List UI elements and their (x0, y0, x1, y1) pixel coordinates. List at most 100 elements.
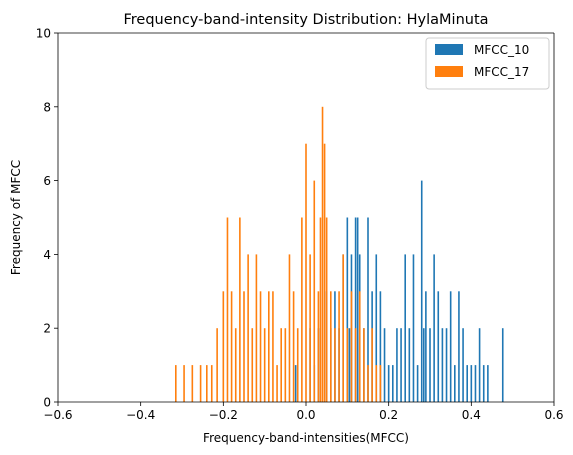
bar-mfcc-10 (387, 365, 390, 402)
bar-mfcc-17 (263, 328, 266, 402)
bar-mfcc-10 (404, 254, 406, 402)
bar-mfcc-10 (348, 328, 351, 402)
bar-mfcc-10 (400, 328, 402, 402)
bar-mfcc-17 (354, 328, 357, 402)
x-tick-label: 0.4 (462, 408, 481, 422)
bar-mfcc-17 (175, 365, 177, 402)
bars-group (175, 106, 504, 403)
x-tick-label: −0.2 (209, 408, 238, 422)
bar-mfcc-17 (346, 328, 349, 402)
bar-mfcc-10 (412, 254, 415, 402)
bar-mfcc-10 (454, 365, 456, 402)
bar-mfcc-10 (482, 365, 485, 402)
bar-mfcc-10 (470, 365, 473, 402)
bar-mfcc-17 (301, 217, 303, 402)
bar-mfcc-17 (367, 365, 369, 402)
bar-mfcc-17 (358, 291, 361, 402)
bar-mfcc-17 (321, 106, 324, 403)
x-tick-label: 0.2 (379, 408, 398, 422)
bar-mfcc-10 (501, 328, 504, 402)
bar-mfcc-17 (284, 328, 287, 402)
bar-mfcc-17 (191, 365, 194, 402)
bar-mfcc-10 (416, 365, 419, 402)
x-axis-ticks: −0.6 −0.4 −0.2 0.0 0.2 0.4 0.6 (43, 402, 564, 422)
bar-mfcc-17 (342, 254, 344, 402)
bar-mfcc-10 (429, 328, 431, 402)
bar-mfcc-10 (466, 365, 468, 402)
bar-mfcc-17 (226, 217, 229, 402)
bar-mfcc-17 (375, 365, 378, 402)
bar-mfcc-10 (379, 291, 382, 402)
bar-mfcc-10 (423, 328, 425, 402)
y-tick-label: 2 (43, 322, 51, 336)
bar-mfcc-10 (392, 365, 394, 402)
bar-mfcc-17 (309, 254, 311, 402)
bar-mfcc-17 (216, 328, 218, 402)
bar-mfcc-10 (437, 291, 440, 402)
bar-mfcc-17 (350, 291, 353, 402)
bar-mfcc-17 (206, 365, 208, 402)
bar-mfcc-17 (276, 365, 278, 402)
bar-mfcc-17 (325, 217, 328, 402)
bar-mfcc-10 (354, 217, 357, 402)
y-axis-label: Frequency of MFCC (9, 160, 23, 275)
y-tick-label: 10 (36, 27, 51, 41)
bar-mfcc-10 (462, 328, 464, 402)
bar-mfcc-17 (222, 291, 225, 402)
bar-mfcc-10 (420, 180, 423, 402)
bar-mfcc-17 (379, 365, 382, 402)
legend-swatch-mfcc-10 (435, 44, 463, 55)
bar-mfcc-10 (294, 365, 297, 402)
legend: MFCC_10 MFCC_17 (425, 37, 550, 90)
bar-mfcc-10 (487, 365, 489, 402)
bar-mfcc-17 (371, 328, 373, 402)
bar-mfcc-10 (425, 291, 427, 402)
bar-mfcc-10 (433, 254, 435, 402)
bar-mfcc-17 (272, 291, 274, 402)
legend-swatch-mfcc-17 (435, 66, 463, 77)
legend-label-mfcc-17: MFCC_17 (474, 65, 529, 79)
bar-mfcc-17 (255, 254, 258, 402)
x-tick-label: −0.6 (43, 408, 72, 422)
chart-title: Frequency-band-intensity Distribution: H… (123, 12, 488, 28)
bar-mfcc-10 (356, 217, 359, 402)
bar-mfcc-10 (449, 291, 452, 402)
bar-mfcc-10 (441, 328, 444, 402)
bar-mfcc-17 (199, 365, 202, 402)
bar-mfcc-17 (251, 328, 254, 402)
bar-mfcc-17 (210, 365, 213, 402)
bar-mfcc-17 (230, 291, 233, 402)
bar-mfcc-17 (234, 328, 237, 402)
bar-mfcc-17 (239, 217, 241, 402)
bar-mfcc-10 (478, 328, 481, 402)
bar-mfcc-10 (458, 291, 460, 402)
bar-mfcc-17 (313, 180, 316, 402)
bar-mfcc-17 (363, 328, 365, 402)
legend-label-mfcc-10: MFCC_10 (474, 43, 529, 57)
y-tick-label: 8 (43, 100, 51, 114)
bar-mfcc-17 (247, 254, 249, 402)
bar-mfcc-17 (334, 328, 336, 402)
bar-mfcc-10 (375, 254, 378, 402)
bar-mfcc-10 (383, 328, 386, 402)
x-tick-label: 0.0 (296, 408, 315, 422)
y-tick-label: 0 (43, 396, 51, 410)
x-tick-label: 0.6 (544, 408, 563, 422)
bar-mfcc-17 (296, 328, 299, 402)
bar-mfcc-10 (474, 365, 477, 402)
bar-mfcc-17 (305, 143, 307, 402)
bar-mfcc-10 (346, 217, 349, 402)
bar-mfcc-17 (280, 328, 282, 402)
y-tick-label: 6 (43, 174, 51, 188)
bar-mfcc-10 (396, 328, 398, 402)
x-axis-label: Frequency-band-intensities(MFCC) (203, 431, 409, 445)
bar-mfcc-17 (317, 291, 320, 402)
bar-mfcc-17 (323, 143, 326, 402)
bar-mfcc-17 (288, 254, 291, 402)
bar-mfcc-17 (330, 291, 332, 402)
bar-mfcc-17 (319, 217, 322, 402)
bar-mfcc-17 (292, 291, 295, 402)
x-tick-label: −0.4 (126, 408, 155, 422)
bar-mfcc-10 (445, 328, 448, 402)
